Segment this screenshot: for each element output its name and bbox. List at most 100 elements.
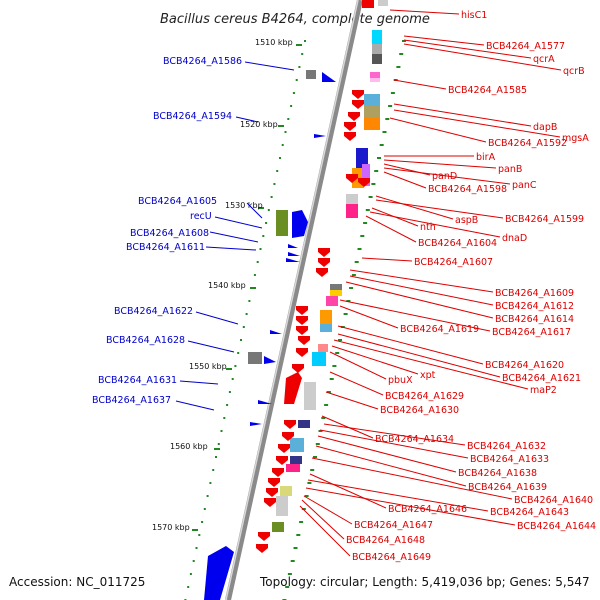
gene-label-right: pbuX bbox=[388, 375, 413, 386]
leader-line bbox=[315, 445, 467, 487]
scale-dot bbox=[292, 92, 295, 94]
leader-line bbox=[329, 371, 384, 396]
scale-dot bbox=[313, 456, 317, 458]
gene-label-recU: recU bbox=[190, 211, 212, 222]
gene-label-right: BCB4264_A1620 bbox=[485, 360, 564, 371]
tick-label-1560: 1560 kbp bbox=[170, 442, 208, 451]
gene-label-right: BCB4264_A1632 bbox=[467, 441, 546, 452]
scale-dot bbox=[351, 274, 356, 276]
scale-dot bbox=[253, 274, 256, 276]
scale-dot bbox=[276, 170, 279, 172]
scale-dot bbox=[363, 222, 368, 224]
scale-dots bbox=[184, 40, 406, 600]
gene-label-right: aspB bbox=[455, 215, 478, 226]
gene-label-A1586: BCB4264_A1586 bbox=[163, 56, 242, 67]
gene-arrow bbox=[282, 432, 294, 441]
gene-label-A1631: BCB4264_A1631 bbox=[98, 375, 177, 386]
scale-dot bbox=[192, 560, 195, 562]
leader-line bbox=[339, 305, 399, 329]
leader-line bbox=[303, 495, 353, 525]
gene-label-right: panD bbox=[432, 171, 457, 182]
gene-label-right: BCB4264_A1646 bbox=[388, 504, 467, 515]
leader-line bbox=[383, 159, 497, 169]
leader-line bbox=[333, 339, 529, 390]
leader-line bbox=[337, 333, 501, 378]
gene-label-right: maP2 bbox=[530, 385, 557, 396]
gene-label-right: BCB4264_A1640 bbox=[514, 495, 593, 506]
scale-dot bbox=[290, 105, 293, 107]
scale-dot bbox=[285, 586, 290, 588]
leader-line bbox=[331, 345, 419, 375]
scale-dot bbox=[287, 573, 292, 575]
scale-dot bbox=[329, 378, 334, 380]
scale-dot bbox=[281, 144, 284, 146]
gene-arrow bbox=[344, 122, 356, 131]
gene-label-A1637: BCB4264_A1637 bbox=[92, 395, 171, 406]
gene-label-right: qcrA bbox=[533, 54, 555, 65]
scale-dot bbox=[368, 196, 373, 198]
gene-arrow bbox=[296, 326, 308, 335]
gene-label-right: hisC1 bbox=[461, 10, 487, 21]
scale-dot bbox=[290, 560, 295, 562]
scale-dot bbox=[295, 79, 298, 81]
scale-dot bbox=[231, 378, 234, 380]
leader-line bbox=[383, 171, 427, 189]
leader-line bbox=[301, 499, 345, 540]
right-strand-genes bbox=[256, 0, 388, 553]
gene-label-right: BCB4264_A1585 bbox=[448, 85, 527, 96]
scale-dot bbox=[377, 157, 381, 159]
scale-dot bbox=[321, 417, 326, 419]
scale-dot bbox=[390, 92, 395, 94]
gene-label-right: BCB4264_A1633 bbox=[470, 454, 549, 465]
gene-label-right: BCB4264_A1592 bbox=[488, 138, 567, 149]
scale-dot bbox=[284, 131, 287, 133]
scale-dot bbox=[301, 508, 306, 510]
scale-dot bbox=[385, 118, 390, 120]
gene-label-A1608: BCB4264_A1608 bbox=[130, 228, 209, 239]
leader-line bbox=[375, 195, 454, 220]
leader-line bbox=[317, 435, 457, 473]
scale-dot bbox=[203, 508, 206, 510]
leader-line bbox=[403, 39, 532, 59]
gene-label-right: BCB4264_A1612 bbox=[495, 301, 574, 312]
tick-label-1550: 1550 kbp bbox=[189, 362, 227, 371]
leader-line bbox=[337, 325, 484, 365]
scale-dot bbox=[262, 235, 265, 237]
leader-line bbox=[309, 473, 387, 509]
gene-label-right: BCB4264_A1630 bbox=[380, 405, 459, 416]
gene-arrow bbox=[264, 498, 276, 507]
scale-dot bbox=[357, 248, 362, 250]
gene-label-right: qcrB bbox=[563, 66, 585, 77]
leader-line bbox=[319, 429, 469, 459]
scale-dot bbox=[226, 404, 229, 406]
scale-dot bbox=[299, 521, 304, 523]
scale-dot bbox=[256, 261, 259, 263]
scale-dot bbox=[270, 196, 273, 198]
leader-line bbox=[361, 257, 413, 262]
leader-line bbox=[403, 35, 485, 46]
scale-dot bbox=[371, 183, 376, 185]
gene-label-right: BCB4264_A1634 bbox=[375, 434, 454, 445]
gene-label-right: BCB4264_A1621 bbox=[502, 373, 581, 384]
gene-label-right: BCB4264_A1643 bbox=[490, 507, 569, 518]
scale-dot bbox=[237, 352, 240, 354]
scale-dot bbox=[388, 105, 393, 107]
scale-dot bbox=[396, 66, 401, 68]
gene-arrow bbox=[296, 306, 308, 315]
leader-line bbox=[349, 275, 494, 306]
scale-dot bbox=[217, 443, 220, 445]
right-leader-lines bbox=[299, 9, 562, 557]
gene-label-right: dapB bbox=[533, 122, 557, 133]
scale-dot bbox=[310, 469, 315, 471]
scale-dot bbox=[304, 495, 309, 497]
gene-label-right: BCB4264_A1617 bbox=[492, 327, 571, 338]
leader-line bbox=[389, 117, 487, 143]
gene-label-right: panC bbox=[512, 180, 537, 191]
leader-line bbox=[311, 457, 513, 500]
gene-arrow bbox=[346, 174, 358, 183]
scale-dot bbox=[195, 547, 198, 549]
map-title: Bacillus cereus B4264, complete genome bbox=[160, 12, 430, 27]
scale-dot bbox=[189, 573, 192, 575]
gene-arrow bbox=[318, 258, 330, 267]
gene-label-right: xpt bbox=[420, 370, 436, 381]
